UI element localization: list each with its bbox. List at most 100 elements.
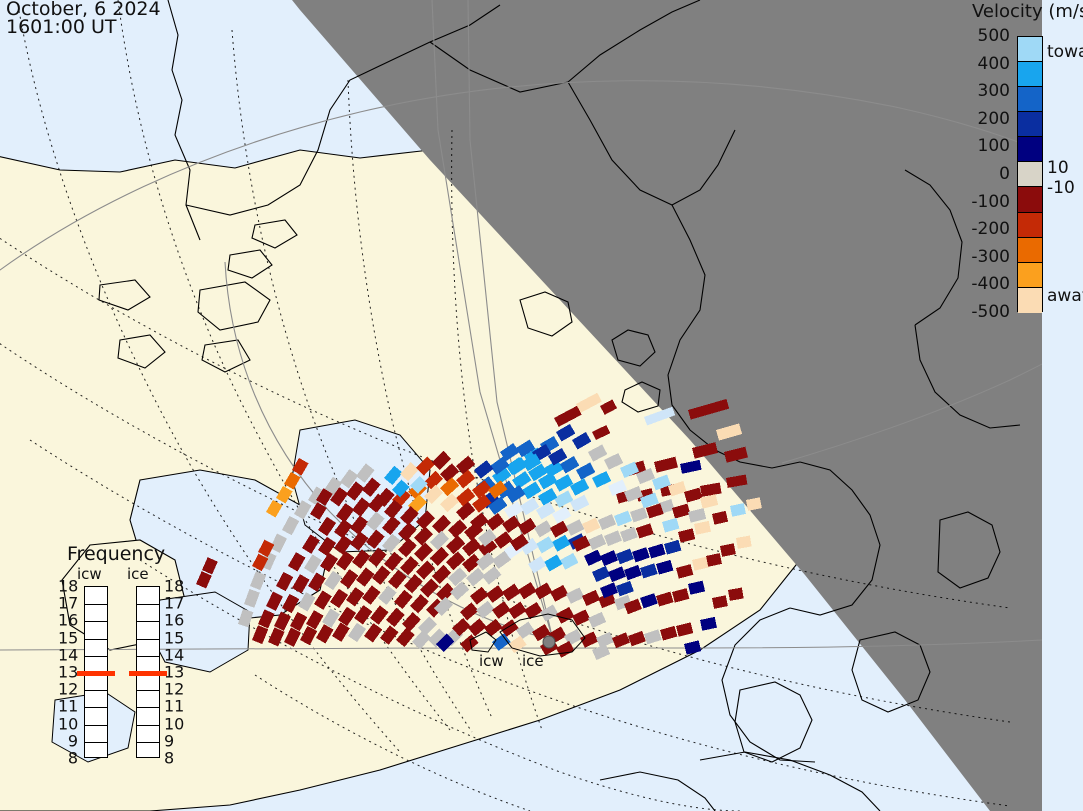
terminator-night-region xyxy=(0,0,1042,811)
colorbar-inner-lower-label: -10 xyxy=(1047,178,1075,198)
radar-site-label-icw: icw xyxy=(479,652,504,670)
range-ring-darkred-body xyxy=(252,477,498,648)
frequency-bar-division xyxy=(85,604,107,606)
colorbar-tick-label: 400 xyxy=(977,53,1010,74)
colorbar-tick-label: -500 xyxy=(971,302,1010,322)
frequency-tick-label-left: 15 xyxy=(58,628,79,648)
radar-site-marker xyxy=(542,635,556,649)
colorbar-tick-label: 0 xyxy=(999,164,1010,184)
frequency-tick-label-left: 18 xyxy=(58,576,79,596)
colorbar-segment xyxy=(1018,137,1042,163)
colorbar-tick-label: 300 xyxy=(977,81,1010,102)
colorbar-segment xyxy=(1018,62,1042,88)
colorbar-tick-label: -200 xyxy=(971,219,1010,240)
colorbar-gradient-strip xyxy=(1017,36,1043,313)
frequency-tick-label-left: 11 xyxy=(58,696,79,716)
west-isolated-cells xyxy=(195,457,428,589)
frequency-tick-label-left: 12 xyxy=(58,679,79,699)
colorbar-segment xyxy=(1018,237,1042,263)
colorbar-segment xyxy=(1018,212,1042,238)
frequency-tick-label-right: 12 xyxy=(164,679,185,699)
ground-scatter-band xyxy=(237,463,512,650)
frequency-tick-label-left: 17 xyxy=(58,593,79,613)
frequency-tick-label-right: 18 xyxy=(164,576,185,596)
frequency-bar-division xyxy=(137,655,159,657)
colorbar-tick-labels: 500 400 300 200 100 0 -100 -200 -300 -400 -500 xyxy=(948,0,1010,330)
frequency-tick-label-right: 9 xyxy=(164,731,175,751)
frequency-bar-division xyxy=(85,741,107,743)
frequency-tick-label-right: 8 xyxy=(164,748,175,768)
colorbar-away-label: away xyxy=(1047,286,1083,306)
frequency-marker-icw xyxy=(77,671,115,676)
timestamp-date: October, 6 2024 xyxy=(6,0,161,20)
colorbar-inner-upper-label: 10 xyxy=(1047,158,1069,178)
frequency-bar-icw xyxy=(77,586,115,758)
colorbar-tick-label: 500 xyxy=(977,26,1010,46)
frequency-bar-division xyxy=(137,707,159,709)
frequency-bar-division xyxy=(137,638,159,640)
colorbar-tick-label: -400 xyxy=(971,274,1010,295)
frequency-tick-label-right: 15 xyxy=(164,628,185,648)
colorbar-segment xyxy=(1018,262,1042,288)
frequency-bar-division xyxy=(85,724,107,726)
velocity-data-cells xyxy=(195,392,762,661)
colorbar-segment xyxy=(1018,87,1042,113)
range-ring-blue-cluster xyxy=(473,439,590,524)
frequency-tick-label-left: 14 xyxy=(58,645,79,665)
colorbar-tick-label: 200 xyxy=(977,108,1010,129)
frequency-bar-division xyxy=(85,707,107,709)
frequency-bar-division xyxy=(137,741,159,743)
frequency-tick-label-left: 10 xyxy=(58,714,79,734)
radar-site-label-ice: ice xyxy=(522,652,544,670)
frequency-bar-division xyxy=(137,724,159,726)
frequency-bar-division xyxy=(85,638,107,640)
frequency-tick-label-right: 16 xyxy=(164,610,185,630)
frequency-bar-division xyxy=(85,621,107,623)
frequency-tick-label-right: 17 xyxy=(164,593,185,613)
east-isolated-cells xyxy=(706,497,762,609)
frequency-bar-division xyxy=(85,655,107,657)
frequency-column-label-icw: icw xyxy=(77,565,102,583)
main-scatter-arc xyxy=(195,424,762,661)
inner-blue-band xyxy=(504,533,710,615)
radar-fov-outline xyxy=(224,0,554,641)
colorbar-title: Velocity (m/s) xyxy=(972,1,1083,22)
frequency-bar-division xyxy=(137,690,159,692)
frequency-bar-division xyxy=(137,604,159,606)
near-range-cells xyxy=(436,582,717,661)
mid-arc-red-patch xyxy=(470,503,711,552)
frequency-legend: Frequency icw ice 18 18 17 17 16 16 15 15 14 14 13… xyxy=(52,543,202,783)
coastline-night-layer xyxy=(167,0,1021,811)
timestamp-time: 1601:00 UT xyxy=(6,16,117,38)
colorbar-segment xyxy=(1018,187,1042,213)
latitude-arc xyxy=(0,80,1042,271)
frequency-tick-label-left: 13 xyxy=(58,662,79,682)
colorbar-tick-label: -100 xyxy=(971,191,1010,212)
colorbar-segment xyxy=(1018,112,1042,138)
velocity-colorbar: Velocity (m/s) xyxy=(950,0,1083,330)
secondary-arc xyxy=(0,363,1042,651)
colorbar-segment xyxy=(1018,162,1042,188)
frequency-legend-title: Frequency xyxy=(67,543,166,565)
frequency-tick-label-right: 13 xyxy=(164,662,185,682)
frequency-bar-ice xyxy=(129,586,167,758)
frequency-tick-label-left: 8 xyxy=(67,748,78,768)
frequency-tick-label-right: 14 xyxy=(164,645,185,665)
frequency-bar-division xyxy=(85,690,107,692)
frequency-tick-label-left: 9 xyxy=(67,731,78,751)
frequency-column-label-ice: ice xyxy=(127,565,149,583)
frequency-tick-label-right: 11 xyxy=(164,696,185,716)
colorbar-tick-label: -300 xyxy=(971,246,1010,267)
frequency-bar-division xyxy=(137,621,159,623)
colorbar-toward-label: toward xyxy=(1047,42,1083,62)
frequency-tick-label-right: 10 xyxy=(164,714,185,734)
colorbar-segment xyxy=(1018,287,1042,313)
lower-coast-detail xyxy=(469,613,586,657)
colorbar-tick-label: 100 xyxy=(977,136,1010,157)
frequency-marker-ice xyxy=(129,671,167,676)
colorbar-segment xyxy=(1018,37,1042,63)
frequency-tick-label-left: 16 xyxy=(58,610,79,630)
